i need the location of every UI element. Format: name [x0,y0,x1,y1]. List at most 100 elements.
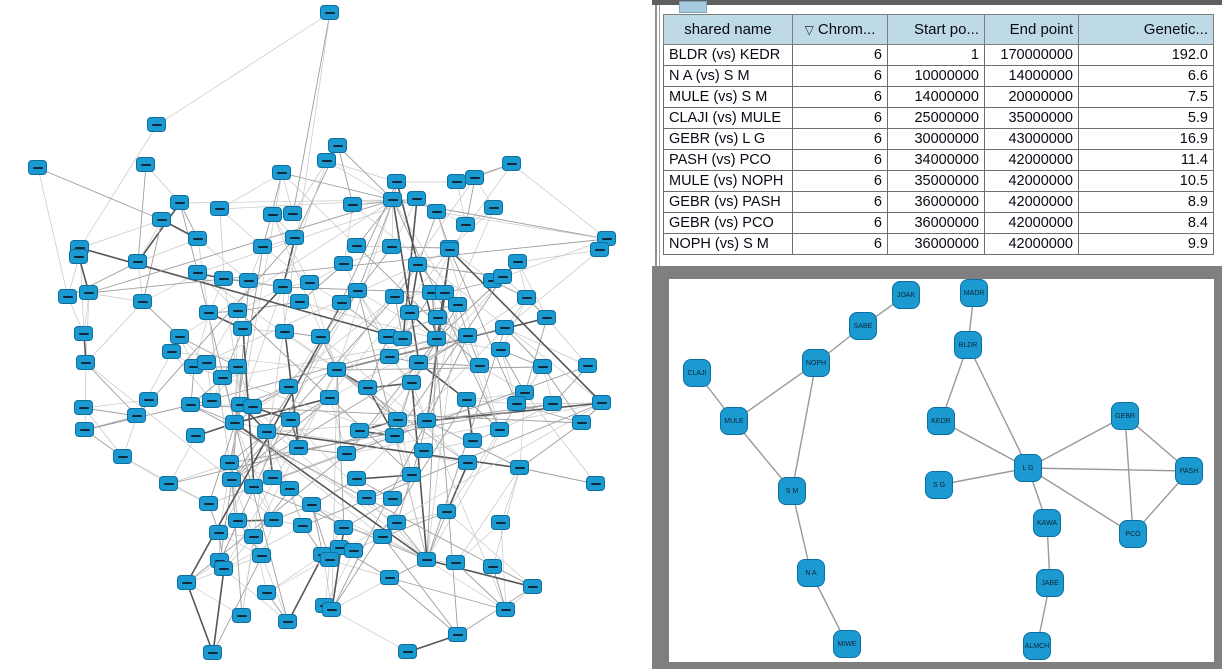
column-header-genetic[interactable]: Genetic... [1078,14,1214,45]
network-node[interactable] [378,329,397,344]
network-node[interactable] [300,275,319,290]
network-node[interactable] [222,472,241,487]
network-node[interactable] [332,295,351,310]
cell[interactable]: BLDR (vs) KEDR [663,44,793,66]
network-node[interactable] [457,392,476,407]
network-edge[interactable] [282,237,296,288]
network-node[interactable] [382,239,401,254]
network-edge[interactable] [1027,467,1190,472]
network-node[interactable] [327,362,346,377]
network-edge[interactable] [231,296,396,481]
cell[interactable]: 43000000 [984,128,1079,150]
network-edge[interactable] [231,479,243,617]
network-node[interactable] [508,254,527,269]
network-node[interactable] [252,548,271,563]
network-edge[interactable] [331,369,338,611]
network-edge[interactable] [336,369,399,421]
network-edge[interactable] [231,397,331,481]
network-edge[interactable] [436,211,608,240]
network-node[interactable] [197,355,216,370]
table-top-chip[interactable] [679,1,707,13]
network-node[interactable] [213,370,232,385]
cell[interactable]: 5.9 [1078,107,1214,129]
cell[interactable]: 42000000 [984,212,1079,234]
network-node[interactable] [393,331,412,346]
network-edge[interactable] [266,431,521,469]
cell[interactable]: GEBR (vs) PCO [663,212,793,234]
cell[interactable]: 25000000 [887,107,985,129]
network-edge[interactable] [309,282,338,371]
network-edge[interactable] [281,172,358,247]
network-edge[interactable] [85,362,138,417]
network-edge[interactable] [446,462,469,513]
network-edge[interactable] [266,554,324,594]
network-node[interactable] [328,138,347,153]
subnetwork-node-kedr[interactable]: KEDR [927,407,955,435]
network-edge[interactable] [88,199,394,294]
network-node[interactable] [400,305,419,320]
network-edge[interactable] [137,164,147,263]
network-edge[interactable] [337,145,394,201]
network-edge[interactable] [302,402,603,527]
network-edge[interactable] [524,317,548,394]
network-node[interactable] [493,269,512,284]
network-node[interactable] [347,471,366,486]
network-node[interactable] [264,512,283,527]
network-edge[interactable] [394,382,413,437]
network-edge[interactable] [392,199,420,364]
cell[interactable]: GEBR (vs) L G [663,128,793,150]
network-node[interactable] [543,396,562,411]
cell[interactable]: 6 [792,128,888,150]
network-node[interactable] [428,310,447,325]
network-edge[interactable] [336,366,544,371]
network-node[interactable] [199,305,218,320]
network-edge[interactable] [186,582,214,654]
network-edge[interactable] [212,568,225,654]
network-edge[interactable] [186,302,343,584]
network-node[interactable] [435,285,454,300]
network-edge[interactable] [389,577,459,636]
cell[interactable]: N A (vs) S M [663,65,793,87]
subnetwork-node-madr[interactable]: MADR [960,279,988,307]
cell[interactable]: 8.4 [1078,212,1214,234]
network-edge[interactable] [426,559,507,611]
network-edge[interactable] [397,362,420,421]
network-edge[interactable] [336,327,506,371]
network-node[interactable] [590,242,609,257]
network-node[interactable] [456,217,475,232]
network-edge[interactable] [1027,467,1134,535]
network-edge[interactable] [449,249,518,405]
network-node[interactable] [385,289,404,304]
subnetwork-node-sm[interactable]: S M [778,477,806,505]
network-node[interactable] [447,174,466,189]
network-edge[interactable] [253,536,268,594]
network-node[interactable] [470,358,489,373]
network-node[interactable] [409,355,428,370]
network-node[interactable] [290,294,309,309]
network-edge[interactable] [219,172,283,210]
network-edge[interactable] [940,420,1029,469]
network-node[interactable] [186,428,205,443]
cell[interactable]: 35000000 [887,170,985,192]
network-node[interactable] [402,467,421,482]
network-node[interactable] [348,283,367,298]
cell[interactable]: NOPH (vs) S M [663,233,793,255]
cell[interactable]: 6 [792,107,888,129]
network-node[interactable] [417,413,436,428]
network-edge[interactable] [504,249,601,329]
network-node[interactable] [281,412,300,427]
network-edge[interactable] [287,554,324,623]
network-node[interactable] [133,294,152,309]
network-node[interactable] [279,379,298,394]
table-row[interactable]: CLAJI (vs) MULE 6 25000000 35000000 5.9 [663,107,1214,129]
network-edge[interactable] [791,362,817,492]
network-edge[interactable] [431,292,459,636]
network-node[interactable] [446,555,465,570]
cell[interactable]: MULE (vs) NOPH [663,170,793,192]
network-edge[interactable] [223,568,289,623]
network-node[interactable] [244,479,263,494]
network-node[interactable] [280,481,299,496]
network-edge[interactable] [168,462,231,485]
cell[interactable]: 42000000 [984,191,1079,213]
network-node[interactable] [537,310,556,325]
